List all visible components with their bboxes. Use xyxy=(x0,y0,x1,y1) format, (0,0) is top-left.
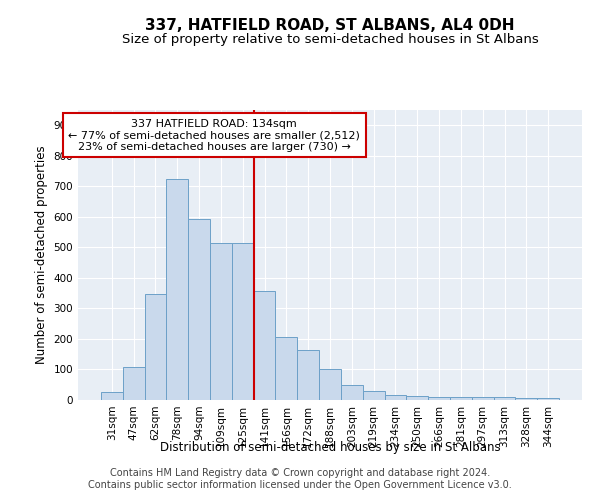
Bar xyxy=(385,396,406,400)
Bar xyxy=(406,396,428,400)
Bar xyxy=(210,243,232,400)
Bar xyxy=(188,218,210,400)
Bar xyxy=(341,384,363,400)
Bar xyxy=(537,398,559,400)
Text: 337 HATFIELD ROAD: 134sqm
← 77% of semi-detached houses are smaller (2,512)
23% : 337 HATFIELD ROAD: 134sqm ← 77% of semi-… xyxy=(68,118,360,152)
Bar xyxy=(363,391,385,400)
Bar xyxy=(275,336,297,400)
Text: 337, HATFIELD ROAD, ST ALBANS, AL4 0DH: 337, HATFIELD ROAD, ST ALBANS, AL4 0DH xyxy=(145,18,515,32)
Bar xyxy=(472,397,494,400)
Bar xyxy=(254,291,275,400)
Bar xyxy=(232,243,254,400)
Bar xyxy=(166,178,188,400)
Bar xyxy=(494,397,515,400)
Bar xyxy=(123,367,145,400)
Bar xyxy=(101,392,123,400)
Bar xyxy=(450,397,472,400)
Text: Size of property relative to semi-detached houses in St Albans: Size of property relative to semi-detach… xyxy=(122,32,538,46)
Text: Contains HM Land Registry data © Crown copyright and database right 2024.
Contai: Contains HM Land Registry data © Crown c… xyxy=(88,468,512,490)
Bar xyxy=(297,350,319,400)
Y-axis label: Number of semi-detached properties: Number of semi-detached properties xyxy=(35,146,48,364)
Bar xyxy=(515,398,537,400)
Text: Distribution of semi-detached houses by size in St Albans: Distribution of semi-detached houses by … xyxy=(160,441,500,454)
Bar xyxy=(428,397,450,400)
Bar xyxy=(319,368,341,400)
Bar xyxy=(145,294,166,400)
